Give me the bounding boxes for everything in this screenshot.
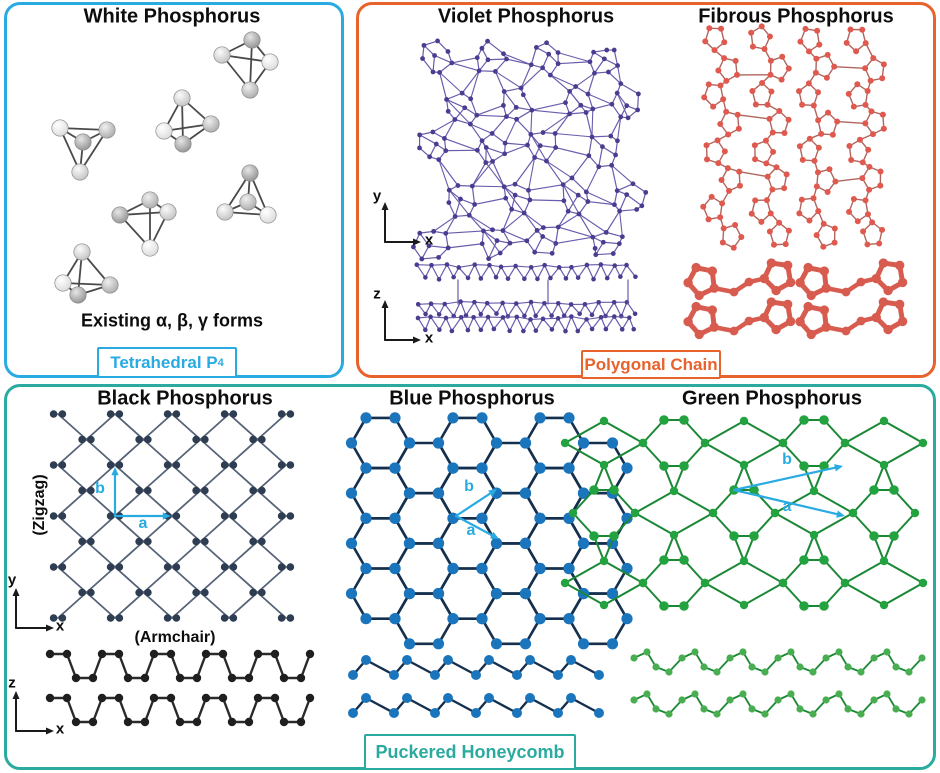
white-phosphorus-panel (4, 2, 344, 378)
violet-x-axis-label: x (424, 231, 434, 249)
polygonal-chain-tab: Polygonal Chain (581, 350, 721, 379)
black-y-axis-label: y (7, 571, 17, 589)
black-vector-b-label: b (95, 480, 105, 497)
black-vector-a-label: a (138, 515, 148, 532)
white-phosphorus-title: White Phosphorus (83, 5, 261, 28)
green-phosphorus-title: Green Phosphorus (681, 387, 863, 410)
fibrous-phosphorus-title: Fibrous Phosphorus (698, 5, 894, 28)
blue-vector-b-label: b (464, 478, 474, 495)
black-x-axis-label: x (55, 617, 65, 635)
tetrahedral-p4-label: Tetrahedral P (110, 352, 218, 372)
blue-phosphorus-title: Blue Phosphorus (389, 387, 555, 410)
puckered-honeycomb-tab: Puckered Honeycomb (364, 734, 576, 770)
blue-vector-a-label: a (466, 522, 476, 539)
violet-z-axis-label: z (373, 285, 381, 303)
black-x2-axis-label: x (55, 720, 65, 738)
black-z-axis-label: z (8, 674, 16, 692)
green-vector-a-label: a (782, 498, 792, 515)
white-phosphorus-forms-note: Existing α, β, γ forms (80, 310, 264, 331)
black-phosphorus-title: Black Phosphorus (97, 387, 273, 410)
puckered-honeycomb-label: Puckered Honeycomb (375, 741, 565, 762)
zigzag-direction-label: (Zigzag) (31, 474, 48, 536)
violet-x2-axis-label: x (424, 329, 434, 347)
polygonal-chain-panel (356, 2, 936, 378)
green-vector-b-label: b (782, 451, 792, 468)
violet-phosphorus-title: Violet Phosphorus (437, 5, 615, 28)
polygonal-chain-label: Polygonal Chain (584, 354, 718, 374)
violet-y-axis-label: y (372, 187, 382, 205)
puckered-honeycomb-panel (4, 384, 936, 770)
armchair-direction-label: (Armchair) (134, 629, 216, 646)
